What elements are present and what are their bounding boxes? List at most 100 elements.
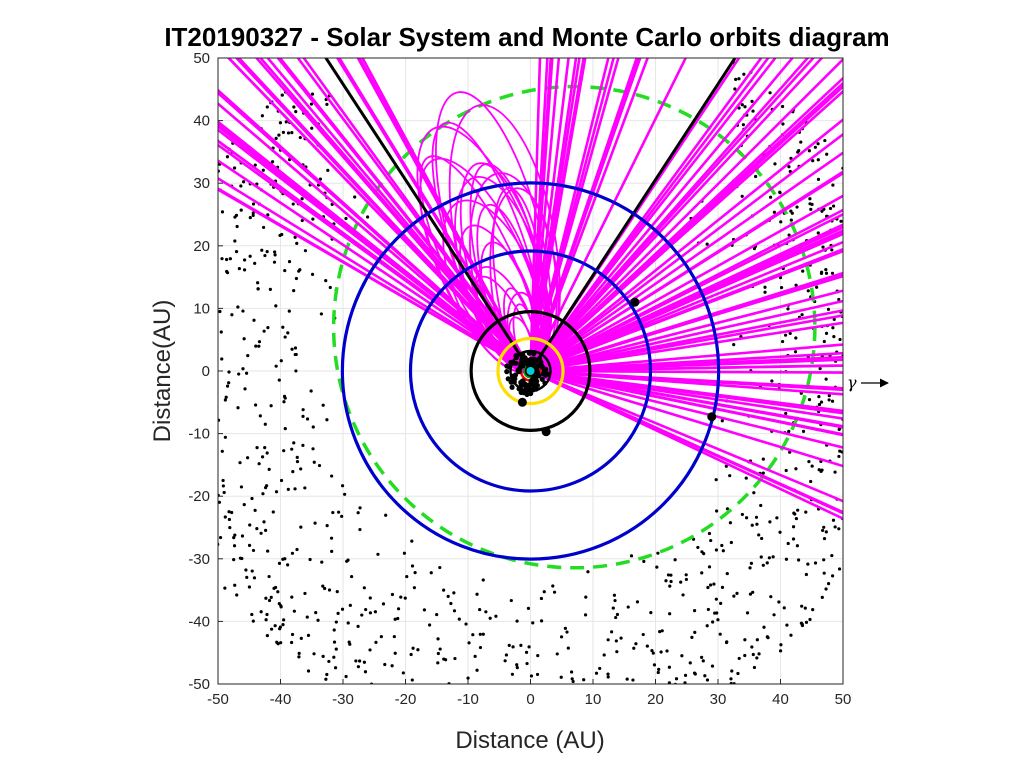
kuiper-object-point bbox=[482, 578, 485, 581]
kuiper-object-point bbox=[320, 312, 323, 315]
kuiper-object-point bbox=[226, 155, 229, 158]
x-tick-label: 10 bbox=[585, 691, 602, 708]
kuiper-object-point bbox=[211, 244, 214, 247]
kuiper-object-point bbox=[634, 642, 637, 645]
kuiper-object-point bbox=[437, 652, 440, 655]
kuiper-object-point bbox=[783, 606, 786, 609]
kuiper-object-point bbox=[800, 605, 803, 608]
kuiper-object-point bbox=[751, 524, 754, 527]
kuiper-object-point bbox=[224, 398, 227, 401]
kuiper-object-point bbox=[552, 705, 555, 708]
kuiper-object-point bbox=[221, 210, 224, 213]
kuiper-object-point bbox=[760, 555, 763, 558]
kuiper-object-point bbox=[252, 549, 255, 552]
kuiper-object-point bbox=[741, 513, 744, 516]
kuiper-object-point bbox=[280, 605, 283, 608]
kuiper-object-point bbox=[548, 720, 551, 723]
kuiper-object-point bbox=[853, 232, 856, 235]
kuiper-object-point bbox=[653, 685, 656, 688]
kuiper-object-point bbox=[868, 347, 871, 350]
kuiper-object-point bbox=[284, 427, 287, 430]
kuiper-object-point bbox=[757, 533, 760, 536]
kuiper-object-point bbox=[217, 419, 220, 422]
kuiper-object-point bbox=[230, 313, 233, 316]
kuiper-object-point bbox=[861, 351, 864, 354]
kuiper-object-point bbox=[849, 184, 852, 187]
kuiper-object-point bbox=[848, 440, 851, 443]
kuiper-object-point bbox=[478, 608, 481, 611]
kuiper-object-point bbox=[414, 721, 417, 724]
kuiper-object-point bbox=[772, 613, 775, 616]
kuiper-object-point bbox=[550, 705, 553, 708]
kuiper-object-point bbox=[665, 649, 668, 652]
kuiper-object-point bbox=[258, 340, 261, 343]
kuiper-object-point bbox=[628, 724, 631, 727]
kuiper-object-point bbox=[175, 483, 178, 486]
kuiper-object-point bbox=[817, 178, 820, 181]
kuiper-object-point bbox=[730, 669, 733, 672]
kuiper-object-point bbox=[333, 628, 336, 631]
kuiper-object-point bbox=[668, 585, 671, 588]
kuiper-object-point bbox=[282, 400, 285, 403]
kuiper-object-point bbox=[755, 656, 758, 659]
kuiper-object-point bbox=[829, 207, 832, 210]
kuiper-object-point bbox=[610, 630, 613, 633]
kuiper-object-point bbox=[828, 398, 831, 401]
kuiper-object-point bbox=[214, 298, 217, 301]
kuiper-object-point bbox=[846, 569, 849, 572]
kuiper-object-point bbox=[273, 261, 276, 264]
kuiper-object-point bbox=[687, 702, 690, 705]
kuiper-object-point bbox=[369, 611, 372, 614]
kuiper-object-point bbox=[194, 353, 197, 356]
kuiper-object-point bbox=[860, 219, 863, 222]
kuiper-object-point bbox=[719, 602, 722, 605]
kuiper-object-point bbox=[180, 422, 183, 425]
kuiper-object-point bbox=[643, 701, 646, 704]
kuiper-object-point bbox=[854, 551, 857, 554]
kuiper-object-point bbox=[281, 94, 284, 97]
kuiper-object-point bbox=[245, 372, 248, 375]
kuiper-object-point bbox=[474, 655, 477, 658]
kuiper-object-point bbox=[729, 521, 732, 524]
kuiper-object-point bbox=[613, 594, 616, 597]
kuiper-object-point bbox=[237, 372, 240, 375]
kuiper-object-point bbox=[264, 597, 267, 600]
kuiper-object-point bbox=[877, 441, 880, 444]
kuiper-object-point bbox=[632, 647, 635, 650]
kuiper-object-point bbox=[732, 343, 735, 346]
kuiper-object-point bbox=[280, 479, 283, 482]
kuiper-object-point bbox=[757, 652, 760, 655]
kuiper-object-point bbox=[886, 425, 889, 428]
kuiper-object-point bbox=[243, 268, 246, 271]
kuiper-object-point bbox=[715, 478, 718, 481]
kuiper-object-point bbox=[260, 249, 263, 252]
kuiper-object-point bbox=[821, 596, 824, 599]
kuiper-object-point bbox=[225, 270, 228, 273]
kuiper-object-point bbox=[266, 549, 269, 552]
kuiper-object-point bbox=[754, 175, 757, 178]
kuiper-object-point bbox=[479, 714, 482, 717]
chart-title: IT20190327 - Solar System and Monte Carl… bbox=[164, 22, 889, 52]
kuiper-object-point bbox=[243, 387, 246, 390]
kuiper-object-point bbox=[647, 714, 650, 717]
kuiper-object-point bbox=[787, 430, 790, 433]
kuiper-object-point bbox=[326, 524, 329, 527]
kuiper-object-point bbox=[827, 308, 830, 311]
kuiper-object-point bbox=[762, 626, 765, 629]
kuiper-object-point bbox=[652, 652, 655, 655]
kuiper-object-point bbox=[706, 678, 709, 681]
kuiper-object-point bbox=[802, 430, 805, 433]
kuiper-object-point bbox=[275, 137, 278, 140]
kuiper-object-point bbox=[535, 700, 538, 703]
kuiper-object-point bbox=[410, 653, 413, 656]
kuiper-object-point bbox=[519, 644, 522, 647]
kuiper-object-point bbox=[516, 666, 519, 669]
kuiper-object-point bbox=[236, 305, 239, 308]
kuiper-object-point bbox=[188, 230, 191, 233]
kuiper-object-point bbox=[822, 526, 825, 529]
kuiper-object-point bbox=[484, 610, 487, 613]
y-tick-label: 0 bbox=[202, 363, 210, 380]
kuiper-object-point bbox=[795, 517, 798, 520]
kuiper-object-point bbox=[363, 661, 366, 664]
kuiper-object-point bbox=[202, 219, 205, 222]
